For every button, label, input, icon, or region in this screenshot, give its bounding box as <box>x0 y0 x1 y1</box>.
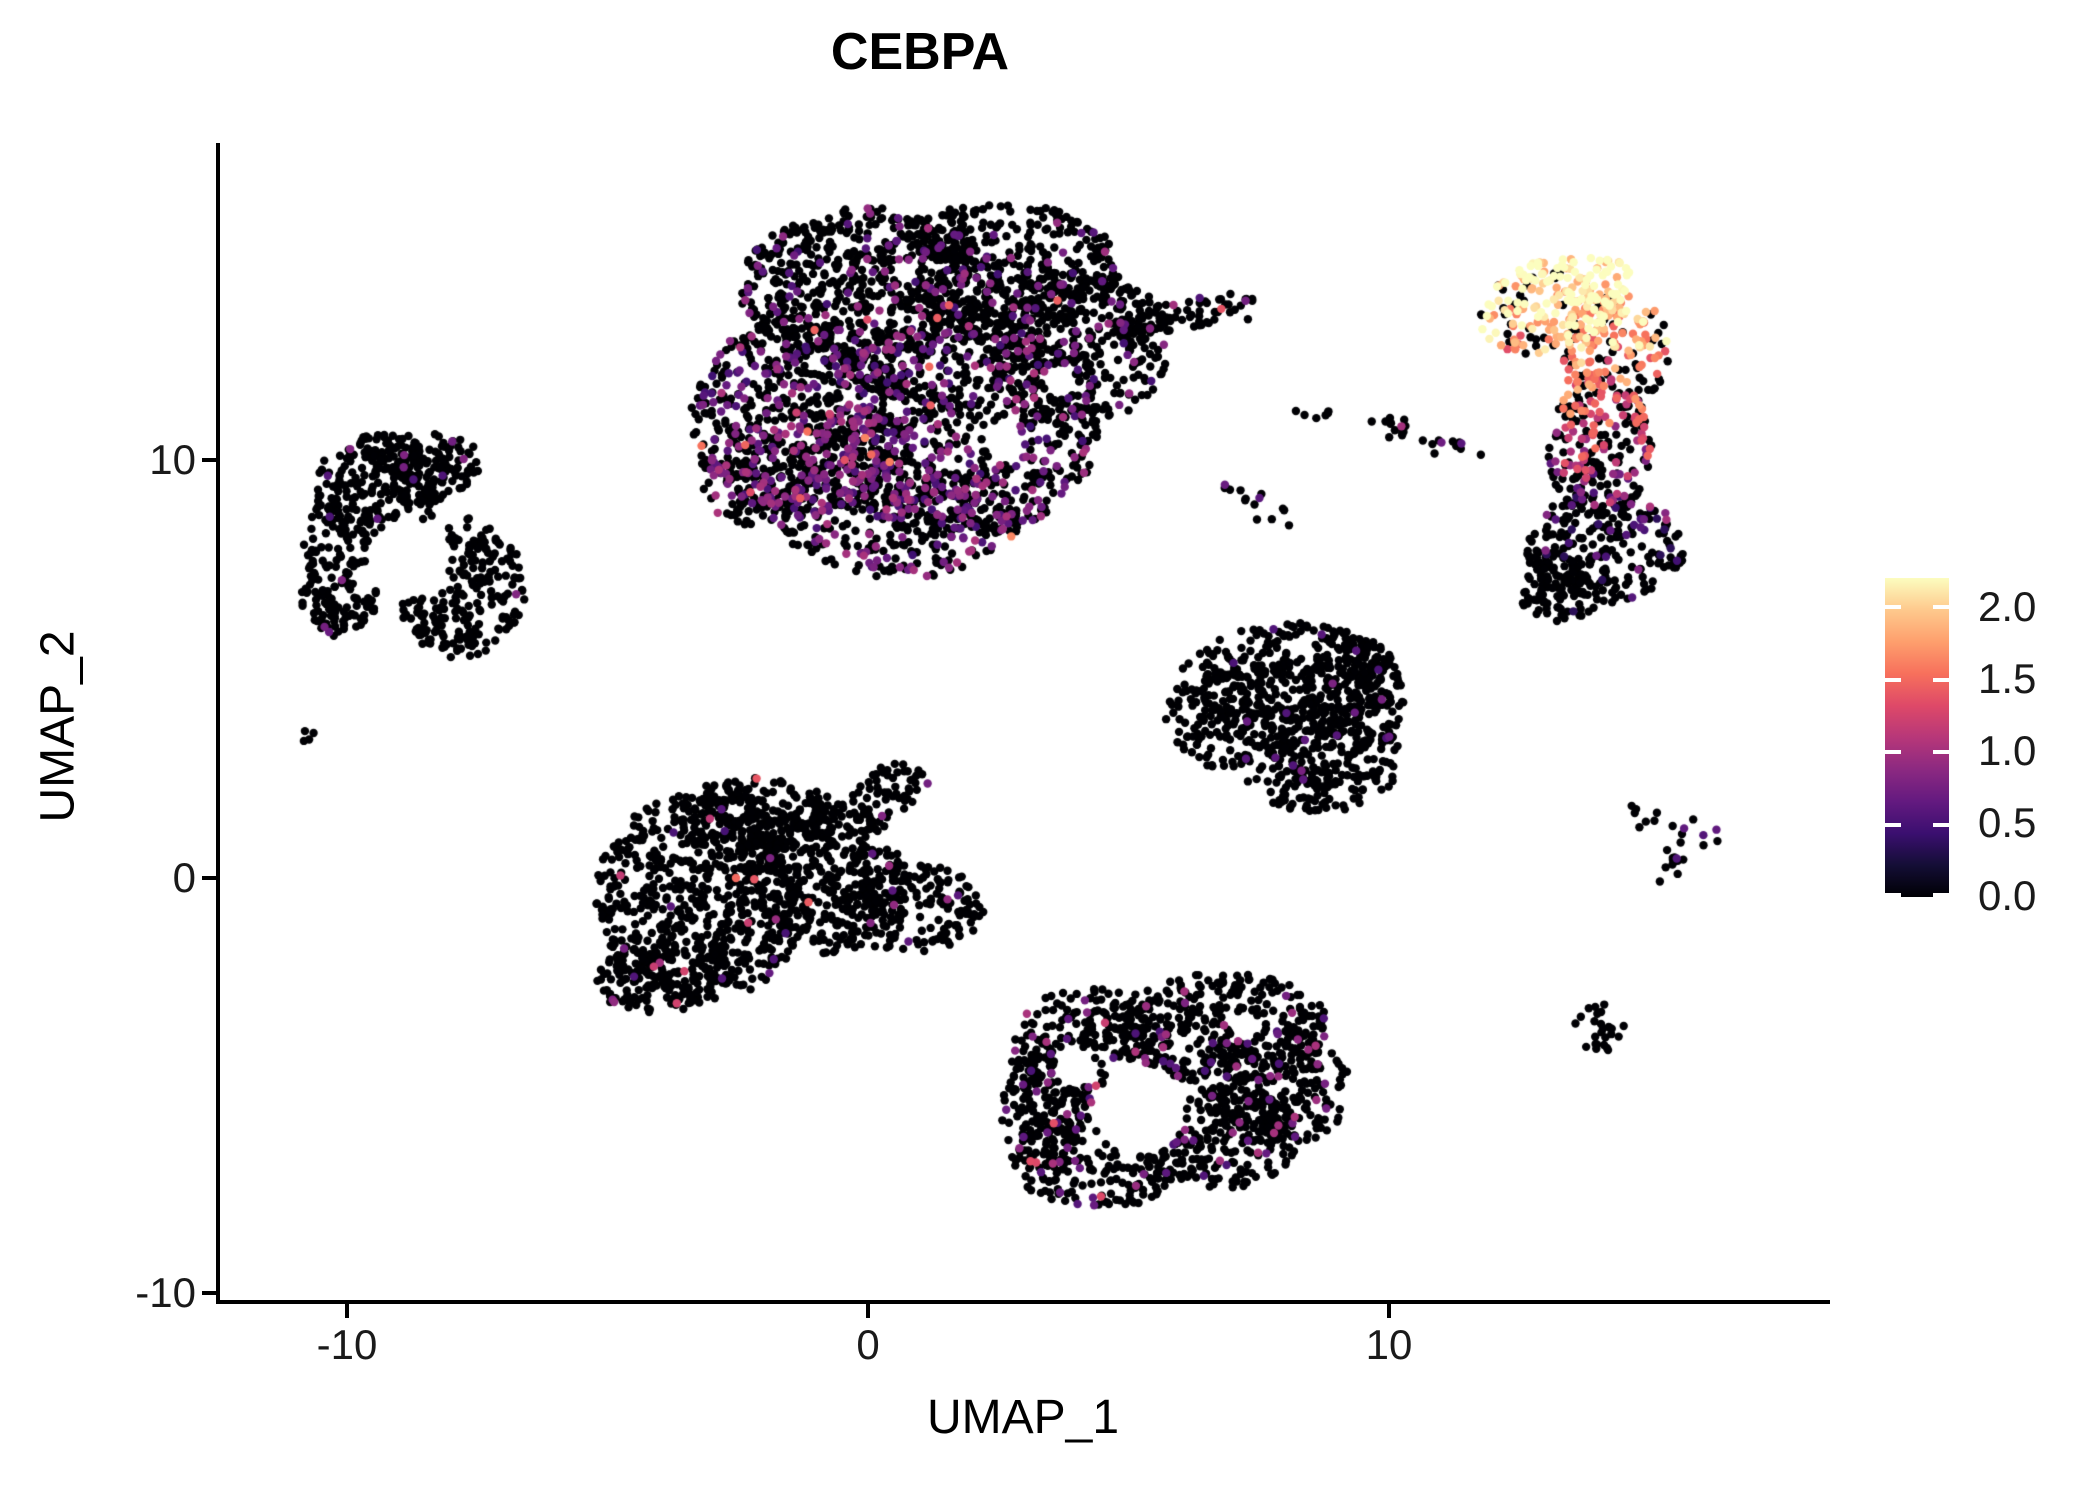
x-tick-label-10: 10 <box>1365 1321 1413 1368</box>
colorbar-tick-mark <box>1933 822 1949 827</box>
x-tick-minus10 <box>345 1304 349 1318</box>
colorbar-label-0.5: 0.5 <box>1978 799 2037 846</box>
y-tick-label-minus10: -10 <box>135 1269 196 1316</box>
x-tick-label-minus10: -10 <box>316 1321 378 1368</box>
colorbar-tick-mark <box>1885 605 1901 609</box>
y-tick-0 <box>202 876 216 880</box>
plot-title: CEBPA <box>830 23 1010 81</box>
colorbar-gradient <box>1885 578 1949 897</box>
x-tick-10 <box>1387 1304 1391 1318</box>
x-tick-0 <box>866 1304 870 1318</box>
colorbar-tick-mark <box>1933 677 1949 682</box>
colorbar-label-1.0: 1.0 <box>1978 727 2037 774</box>
y-tick-label-10: 10 <box>149 436 196 483</box>
y-axis-title: UMAP_2 <box>31 630 85 823</box>
colorbar-legend <box>1885 578 1949 897</box>
colorbar-label-2.0: 2.0 <box>1978 583 2037 630</box>
colorbar-tick-mark <box>1933 750 1949 754</box>
x-axis-title: UMAP_1 <box>926 1391 1120 1444</box>
y-tick-label-0: 0 <box>172 854 196 901</box>
colorbar-tick-mark <box>1885 750 1901 754</box>
x-axis-line <box>216 1300 1830 1304</box>
colorbar-tick-mark <box>1933 605 1949 609</box>
colorbar-tick-mark <box>1885 677 1901 682</box>
colorbar-tick-mark <box>1885 822 1901 827</box>
colorbar-label-0.0: 0.0 <box>1978 872 2037 919</box>
colorbar-label-1.5: 1.5 <box>1978 655 2037 702</box>
y-tick-minus10 <box>202 1291 216 1295</box>
y-tick-10 <box>202 458 216 462</box>
colorbar-tick-mark <box>1885 893 1901 897</box>
x-tick-label-0: 0 <box>856 1321 880 1368</box>
y-axis-line <box>216 143 220 1304</box>
colorbar-tick-mark <box>1933 893 1949 897</box>
